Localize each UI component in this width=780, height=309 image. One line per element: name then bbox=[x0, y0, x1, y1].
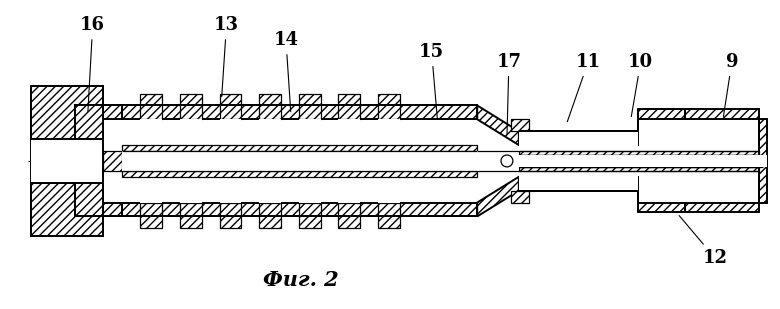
Circle shape bbox=[501, 155, 513, 167]
Bar bbox=[378, 177, 400, 203]
Polygon shape bbox=[122, 203, 477, 216]
Bar bbox=[299, 177, 321, 203]
Polygon shape bbox=[103, 203, 122, 216]
Polygon shape bbox=[180, 203, 202, 228]
Text: 16: 16 bbox=[80, 16, 105, 112]
Polygon shape bbox=[180, 94, 202, 119]
Bar bbox=[180, 119, 202, 145]
Polygon shape bbox=[686, 109, 759, 119]
Polygon shape bbox=[519, 177, 638, 191]
Polygon shape bbox=[31, 183, 103, 236]
Polygon shape bbox=[122, 171, 477, 177]
Polygon shape bbox=[686, 203, 759, 213]
Text: 15: 15 bbox=[419, 43, 444, 119]
Polygon shape bbox=[477, 177, 519, 216]
Polygon shape bbox=[339, 94, 360, 119]
Polygon shape bbox=[519, 167, 759, 171]
Bar bbox=[378, 119, 400, 145]
Bar bbox=[339, 177, 360, 203]
Text: 17: 17 bbox=[496, 53, 521, 134]
Bar bbox=[219, 177, 241, 203]
Polygon shape bbox=[259, 94, 281, 119]
Polygon shape bbox=[75, 183, 103, 216]
Bar bbox=[259, 119, 281, 145]
Text: 13: 13 bbox=[214, 16, 239, 97]
Text: 14: 14 bbox=[274, 31, 299, 112]
Text: 9: 9 bbox=[723, 53, 738, 116]
Polygon shape bbox=[122, 145, 477, 151]
Polygon shape bbox=[140, 203, 162, 228]
Polygon shape bbox=[259, 203, 281, 228]
Bar bbox=[259, 177, 281, 203]
Polygon shape bbox=[638, 109, 686, 119]
Polygon shape bbox=[519, 151, 759, 155]
Polygon shape bbox=[759, 119, 767, 203]
Polygon shape bbox=[75, 105, 103, 139]
Bar bbox=[140, 119, 162, 145]
Polygon shape bbox=[219, 203, 241, 228]
Text: Фиг. 2: Фиг. 2 bbox=[263, 270, 339, 290]
Polygon shape bbox=[219, 94, 241, 119]
Text: 10: 10 bbox=[628, 53, 654, 116]
Bar bbox=[31, 139, 75, 183]
Polygon shape bbox=[519, 131, 638, 145]
Polygon shape bbox=[122, 105, 477, 119]
Polygon shape bbox=[477, 105, 519, 145]
Polygon shape bbox=[511, 119, 529, 131]
Polygon shape bbox=[378, 203, 400, 228]
Polygon shape bbox=[103, 105, 122, 119]
Polygon shape bbox=[140, 94, 162, 119]
Bar bbox=[339, 119, 360, 145]
Bar bbox=[140, 177, 162, 203]
Polygon shape bbox=[378, 94, 400, 119]
Bar bbox=[519, 131, 638, 191]
Polygon shape bbox=[31, 86, 103, 139]
Bar bbox=[122, 151, 477, 171]
Bar bbox=[180, 177, 202, 203]
Bar bbox=[219, 119, 241, 145]
Polygon shape bbox=[511, 191, 529, 203]
Bar bbox=[31, 86, 103, 236]
Text: 12: 12 bbox=[679, 216, 728, 267]
Text: 11: 11 bbox=[567, 53, 601, 122]
Bar bbox=[519, 155, 767, 167]
Polygon shape bbox=[519, 155, 767, 167]
Polygon shape bbox=[299, 203, 321, 228]
Polygon shape bbox=[339, 203, 360, 228]
Polygon shape bbox=[477, 151, 519, 171]
Polygon shape bbox=[299, 94, 321, 119]
Polygon shape bbox=[638, 203, 686, 213]
Polygon shape bbox=[103, 151, 122, 171]
Bar bbox=[299, 119, 321, 145]
